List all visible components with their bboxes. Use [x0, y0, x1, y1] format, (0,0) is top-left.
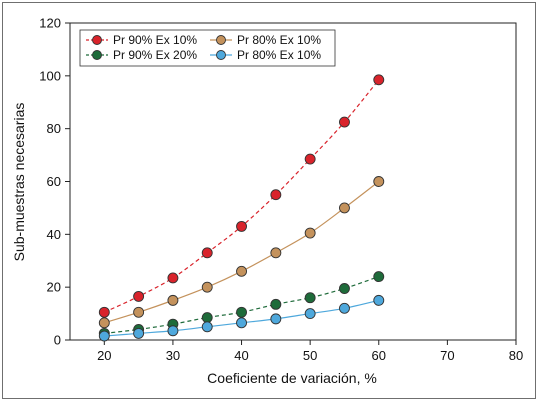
y-tick-label: 40: [47, 227, 61, 242]
data-point: [236, 220, 247, 232]
y-tick-label: 20: [47, 280, 61, 295]
data-point: [270, 189, 282, 201]
legend-swatch-marker: [216, 35, 226, 45]
data-point: [236, 265, 247, 277]
data-point: [167, 272, 179, 284]
data-point: [373, 176, 385, 187]
legend-label: Pr 80% Ex 10%: [237, 48, 321, 62]
data-point: [304, 227, 316, 239]
legend-box: [79, 29, 336, 67]
legend-item-1: Pr 90% Ex 10%: [86, 33, 197, 47]
y-tick-label: 0: [54, 333, 61, 348]
x-tick-label: 40: [234, 348, 248, 363]
legend-label: Pr 80% Ex 10%: [237, 33, 321, 47]
data-point: [304, 308, 316, 320]
legend-swatch-marker: [216, 50, 226, 60]
legend-item-4: Pr 80% Ex 10%: [210, 48, 321, 62]
series-line: [104, 79, 380, 313]
data-point: [373, 294, 385, 306]
series-2: [98, 176, 385, 329]
series-layer: [98, 74, 385, 342]
data-point: [167, 325, 179, 337]
data-point: [270, 298, 282, 310]
data-point: [373, 74, 385, 86]
y-tick-label: 80: [47, 121, 61, 136]
legend-label: Pr 90% Ex 10%: [113, 33, 197, 47]
data-point: [133, 290, 145, 302]
x-tick-label: 80: [509, 348, 523, 363]
series-1: [98, 74, 385, 318]
series-line: [104, 181, 380, 324]
legend-swatch-marker: [92, 50, 102, 60]
data-point: [339, 116, 350, 128]
data-point: [339, 302, 350, 314]
data-point: [270, 247, 282, 259]
legend-swatch-marker: [92, 35, 102, 45]
data-point: [304, 292, 316, 304]
data-point: [201, 247, 213, 259]
data-point: [133, 327, 145, 339]
series-line: [104, 276, 379, 334]
y-tick-label: 60: [47, 174, 61, 189]
data-point: [373, 271, 385, 283]
data-point: [236, 317, 247, 329]
axes: 0 20 40 60 80 100 120 20 30 40 50 60 70 80: [39, 16, 523, 364]
data-point: [201, 321, 213, 333]
data-point: [339, 202, 350, 214]
y-tick-label: 120: [39, 16, 61, 31]
legend: Pr 90% Ex 10% Pr 80% Ex 10% Pr 90% Ex 20% P…: [79, 29, 336, 67]
data-point: [236, 306, 247, 318]
data-point: [339, 283, 350, 294]
chart-frame: [2, 2, 536, 399]
legend-label: Pr 90% Ex 20%: [113, 48, 197, 62]
data-point: [133, 306, 145, 318]
data-point: [201, 281, 213, 293]
data-point: [304, 153, 316, 165]
series-4: [98, 294, 385, 342]
x-axis-title: Coeficiente de variación, %: [207, 370, 377, 386]
y-tick-label: 100: [39, 68, 61, 83]
data-point: [201, 312, 213, 323]
data-point: [98, 317, 110, 329]
x-tick-label: 30: [166, 348, 180, 363]
y-axis-title: Sub-muestras necesarias: [11, 103, 27, 262]
data-point: [98, 330, 110, 342]
x-tick-label: 50: [303, 348, 317, 363]
legend-item-3: Pr 90% Ex 20%: [86, 48, 197, 62]
x-tick-label: 60: [372, 348, 386, 363]
data-point: [98, 306, 110, 318]
legend-item-2: Pr 80% Ex 10%: [210, 33, 321, 47]
data-point: [270, 313, 282, 325]
data-point: [167, 294, 179, 306]
x-tick-label: 20: [97, 348, 111, 363]
x-tick-label: 70: [440, 348, 454, 363]
